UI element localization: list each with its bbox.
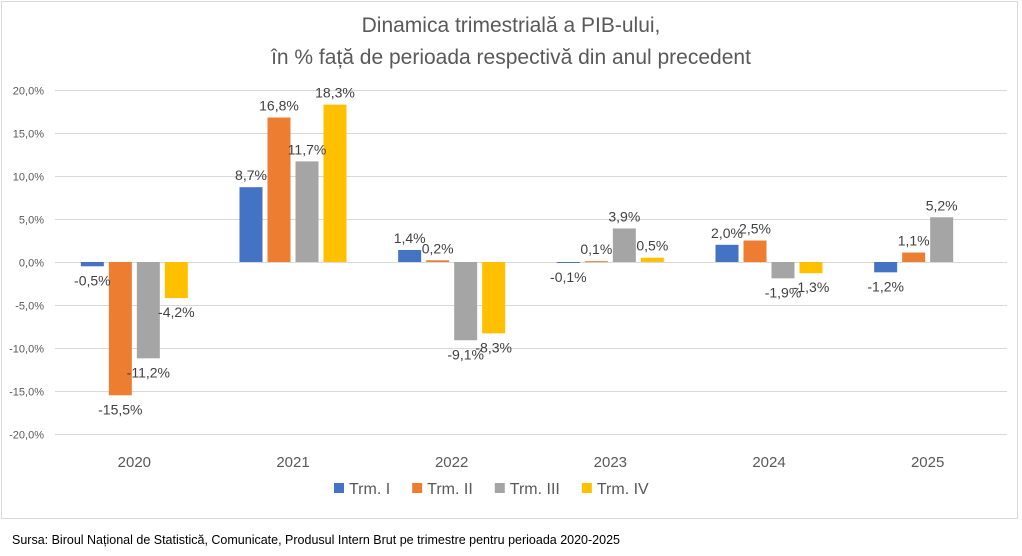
data-label: -1,9%	[765, 284, 802, 300]
bar-trm-i-2021	[239, 187, 263, 262]
x-tick-label: 2020	[118, 454, 151, 471]
y-tick-label: 0,0%	[19, 258, 44, 270]
bar-trm-i-2022	[398, 249, 422, 262]
bar-trm-iv-2021	[323, 104, 347, 263]
source-note: Sursa: Biroul Național de Statistică, Co…	[12, 533, 620, 547]
bar-trm-iii-2022	[454, 262, 478, 341]
bar-trm-iv-2022	[482, 262, 506, 334]
bar-trm-i-2025	[874, 262, 898, 273]
y-tick-label: -20,0%	[9, 430, 44, 442]
y-tick-label: 10,0%	[13, 172, 44, 184]
y-tick-label: 15,0%	[13, 129, 44, 141]
bar-chart: 20,0% 15,0% 10,0% 5,0% 0,0% -5,0% -10,0% -15,0%…	[9, 85, 1007, 498]
x-tick-label: 2022	[435, 454, 468, 471]
x-tick-label: 2021	[276, 454, 309, 471]
gridlines	[55, 90, 1007, 435]
data-label: 0,2%	[422, 240, 454, 256]
bar-trm-i-2024	[715, 244, 739, 262]
bar-trm-iv-2023	[640, 257, 664, 262]
bar-trm-i-2023	[556, 262, 580, 263]
data-label: -0,1%	[550, 269, 587, 285]
legend-label: Trm. III	[510, 481, 560, 498]
data-label: 0,1%	[580, 241, 612, 257]
x-tick-label: 2025	[911, 454, 944, 471]
bar-trm-iii-2023	[612, 228, 636, 262]
y-tick-label: 20,0%	[13, 86, 44, 98]
data-label: 2,0%	[711, 225, 743, 241]
y-tick-label: 5,0%	[19, 215, 44, 227]
data-label: 16,8%	[259, 98, 299, 114]
bar-trm-iii-2025	[930, 217, 954, 262]
y-tick-label: -10,0%	[9, 344, 44, 356]
data-label: -9,1%	[447, 346, 484, 362]
chart-frame	[1, 1, 1018, 519]
bar-trm-i-2020	[80, 262, 104, 267]
legend: Trm. I Trm. II Trm. III Trm. IV	[334, 481, 649, 498]
y-axis-ticks: 20,0% 15,0% 10,0% 5,0% 0,0% -5,0% -10,0% -15,0%…	[9, 86, 44, 442]
data-label: 3,9%	[608, 208, 640, 224]
y-tick-label: -5,0%	[15, 301, 44, 313]
legend-swatch	[334, 483, 344, 493]
data-label: 18,3%	[315, 85, 355, 101]
bar-trm-iv-2024	[799, 262, 823, 274]
bar-trm-iii-2021	[295, 161, 319, 262]
legend-swatch	[412, 483, 423, 493]
bars	[80, 104, 954, 396]
x-tick-label: 2024	[752, 454, 785, 471]
bar-trm-iv-2020	[164, 262, 188, 299]
data-label: -0,5%	[74, 272, 111, 288]
data-label: 11,7%	[288, 141, 327, 157]
chart-title: Dinamica trimestrială a PIB-ului,	[361, 14, 661, 37]
legend-swatch	[581, 483, 592, 493]
bar-trm-iii-2024	[771, 262, 795, 279]
y-tick-label: -15,0%	[9, 387, 44, 399]
x-tick-label: 2023	[594, 454, 627, 471]
data-label: 0,5%	[636, 238, 668, 254]
data-label: 1,1%	[898, 233, 930, 249]
bar-trm-ii-2021	[267, 117, 291, 263]
bar-trm-ii-2020	[108, 262, 132, 396]
data-labels: -0,5% -15,5% -11,2% -4,2% 8,7% 16,8% 11,7% 18,3…	[74, 85, 958, 418]
data-label: -1,2%	[867, 278, 904, 294]
bar-trm-ii-2024	[743, 240, 767, 262]
data-label: 5,2%	[926, 197, 958, 213]
legend-swatch	[494, 483, 505, 493]
bar-trm-ii-2025	[902, 252, 926, 262]
bar-trm-ii-2022	[426, 260, 450, 262]
legend-label: Trm. II	[427, 481, 473, 498]
data-label: -4,2%	[158, 304, 195, 320]
legend-label: Trm. I	[349, 481, 390, 498]
data-label: -11,2%	[127, 364, 170, 380]
chart-subtitle: în % față de perioada respectivă din anu…	[271, 46, 751, 69]
data-label: 8,7%	[235, 167, 267, 183]
legend-label: Trm. IV	[597, 481, 649, 498]
data-label: 2,5%	[739, 221, 771, 237]
data-label: 1,4%	[394, 230, 426, 246]
bar-trm-ii-2023	[584, 261, 608, 263]
data-label: -1,3%	[793, 279, 830, 295]
data-label: -15,5%	[98, 401, 142, 417]
x-axis-ticks: 2020 2021 2022 2023 2024 2025	[118, 454, 945, 471]
data-label: -8,3%	[475, 339, 512, 355]
bar-trm-iii-2020	[136, 262, 160, 359]
